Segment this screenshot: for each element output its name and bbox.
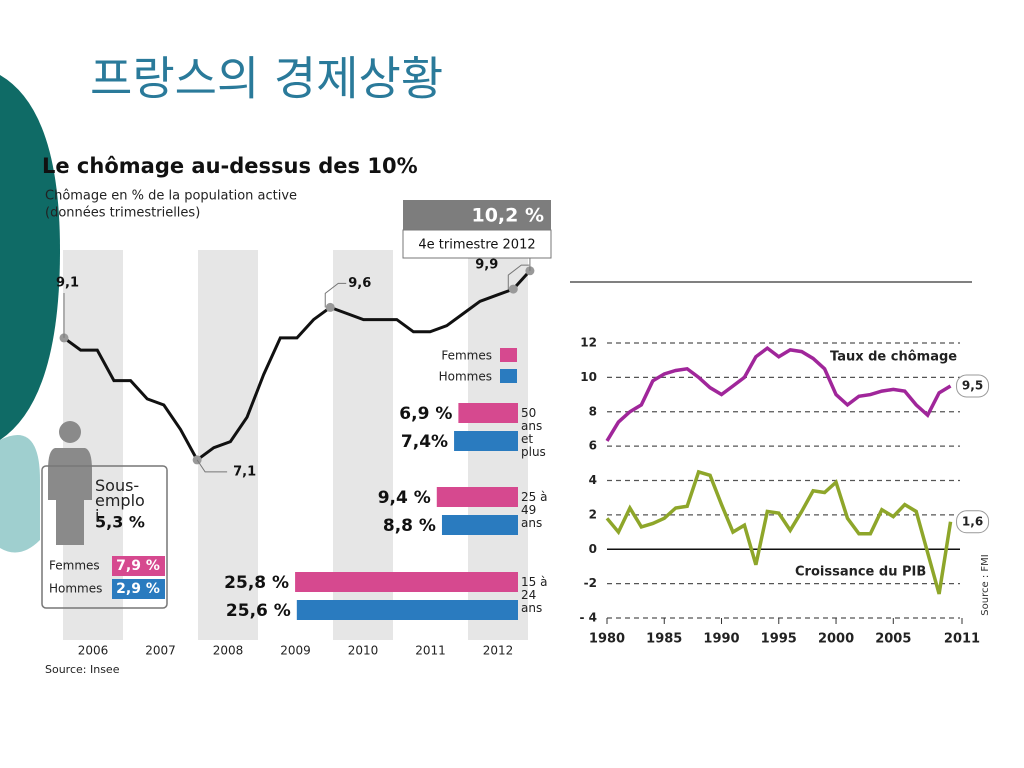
value-label: 8,8 % [383,516,436,536]
value-label: 7,4% [401,432,448,452]
series-name: Croissance du PIB [795,565,926,580]
bar [295,572,518,592]
row-name: Hommes [49,582,102,596]
y-tick-label: -2 [584,576,597,590]
value-label: 9,4 % [378,488,431,508]
value-label: 9,1 [56,276,79,291]
source: Source: Insee [45,663,120,676]
end-label: 1,6 [962,514,983,528]
year-band [198,250,258,640]
legend-label: Hommes [439,370,492,384]
end-label-box [956,510,990,534]
person-body [48,448,92,545]
row-value: 7,9 % [116,558,160,574]
legend-swatch [500,348,517,362]
legend-swatch [500,369,517,383]
point [325,302,335,312]
x-tick-label: 2011 [415,644,446,658]
category-label: 25 à 49 ans [521,490,548,530]
x-tick-label: 2010 [348,644,379,658]
value-label: 25,6 % [226,601,291,621]
unemployment-line [63,269,532,463]
subtitle: Chômage en % de la population active [45,189,297,204]
category-label: 50 ans et plus [521,406,546,459]
y-tick-label: 12 [580,336,597,350]
person-head [59,421,81,443]
box [41,465,168,609]
chart-title: Le chômage au-dessus des 10% [42,154,418,178]
category-label: 15 à 24 ans [521,575,548,615]
value-label: 10,2 % [471,205,544,227]
x-tick-label: 1990 [703,632,739,647]
row-box [112,579,165,599]
bar [436,487,518,507]
source: Source : FMI [980,554,991,615]
x-tick-label: 2008 [213,644,244,658]
y-tick-label: 6 [589,439,597,453]
decor-dark [0,75,60,440]
underemployment-title: Sous-emploi [95,476,145,525]
value-label: 9,6 [348,276,371,291]
y-tick-label: 4 [589,473,597,487]
row-value: 2,9 % [116,581,160,597]
leader [507,264,530,290]
series-name: Taux de chômage [830,350,957,365]
x-tick-label: 2005 [875,632,911,647]
x-tick-label: 1985 [646,632,682,647]
y-tick-label: 0 [589,542,597,556]
bar [441,515,518,535]
series-line [605,469,953,595]
row-name: Femmes [49,559,100,573]
x-tick-label: 2009 [280,644,311,658]
x-tick-label: 1980 [589,632,625,647]
x-tick-label: 2011 [944,632,980,647]
leader [196,459,228,473]
value-box [403,200,551,230]
value-label: 9,9 [475,258,498,273]
annot-box [402,229,552,259]
end-label: 9,5 [962,378,983,392]
y-tick-label: 2 [589,507,597,521]
x-tick-label: 2007 [145,644,176,658]
decor-light [0,435,40,553]
x-tick-label: 2000 [818,632,854,647]
x-tick-label: 2012 [483,644,514,658]
annotation: 4e trimestre 2012 [418,238,535,253]
bar [454,431,518,451]
point [508,284,518,294]
value-label: 7,1 [233,464,256,479]
y-tick-label: - 4 [579,611,597,625]
value-label: 6,9 % [399,404,452,424]
x-tick-label: 1995 [761,632,797,647]
y-tick-label: 10 [580,370,597,384]
leader [324,282,347,308]
subtitle: (données trimestrielles) [45,206,200,221]
end-label-box [956,374,990,398]
row-box [112,556,165,576]
value-label: 25,8 % [224,573,289,593]
y-tick-label: 8 [589,404,597,418]
slide-title: 프랑스의 경제상황 [90,52,443,106]
underemployment-value: 5,3 % [95,513,145,532]
bar [458,403,518,423]
legend-label: Femmes [441,349,492,363]
series-line [605,345,952,442]
bar [296,600,518,620]
x-tick-label: 2006 [78,644,109,658]
